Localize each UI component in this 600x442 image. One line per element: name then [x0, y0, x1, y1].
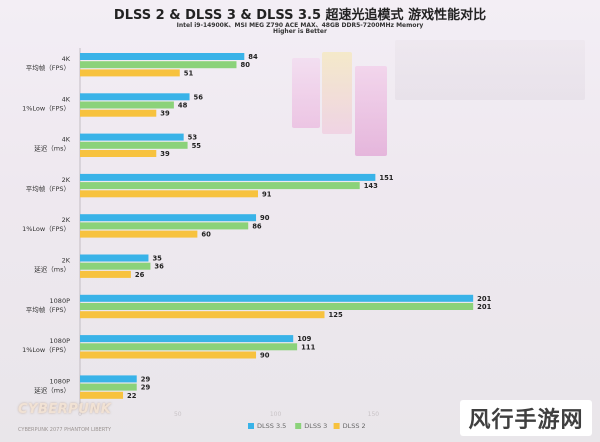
bar-value-label: 91 — [262, 190, 272, 198]
category-label-metric: 平均帧（FPS） — [26, 184, 70, 193]
bar-value-label: 125 — [329, 311, 343, 319]
bar-value-label: 80 — [240, 61, 250, 69]
chart-title: DLSS 2 & DLSS 3 & DLSS 3.5 超速光追模式 游戏性能对比 — [113, 8, 487, 23]
category-label-metric: 延迟（ms） — [34, 265, 70, 274]
bar — [80, 383, 137, 391]
bar — [80, 190, 258, 198]
bar-value-label: 84 — [248, 53, 258, 61]
legend-swatch — [248, 423, 254, 429]
background-poster — [322, 52, 352, 134]
x-tick-label: 0 — [78, 411, 82, 418]
bar — [80, 230, 198, 238]
bar-value-label: 86 — [252, 222, 262, 230]
x-tick-label: 150 — [368, 411, 380, 418]
bar-value-label: 22 — [127, 392, 137, 400]
bar-value-label: 35 — [152, 255, 162, 263]
bar-value-label: 29 — [141, 375, 151, 383]
chart-subtitle: Intel i9-14900K、MSI MEG Z790 ACE MAX、48G… — [176, 22, 424, 29]
legend-label: DLSS 3.5 — [257, 422, 286, 430]
bar-value-label: 26 — [135, 271, 145, 279]
legend-swatch — [333, 423, 340, 429]
bar — [80, 294, 474, 302]
bar — [80, 391, 124, 399]
chart-subtitle-note: Higher is Better — [273, 28, 327, 35]
legend-label: DLSS 2 — [343, 422, 366, 430]
bar — [80, 375, 137, 383]
bar-value-label: 36 — [154, 263, 164, 271]
bar — [80, 262, 151, 270]
bar — [80, 141, 188, 149]
bar-value-label: 53 — [188, 134, 198, 142]
category-label-group: 4K — [62, 55, 71, 63]
bar-value-label: 39 — [160, 110, 170, 118]
bar-value-label: 201 — [477, 295, 491, 303]
bar — [80, 109, 157, 117]
bar-value-label: 48 — [178, 102, 188, 110]
x-tick-label: 100 — [270, 411, 282, 418]
bar — [80, 343, 298, 351]
bar — [80, 214, 257, 222]
bar-value-label: 90 — [260, 214, 270, 222]
legend-swatch — [295, 423, 302, 429]
category-label-group: 1080P — [50, 377, 71, 385]
bar — [80, 311, 325, 319]
bar — [80, 222, 249, 230]
bar — [80, 53, 245, 60]
bar — [80, 351, 257, 359]
bar — [80, 61, 237, 69]
bar — [80, 270, 131, 278]
category-label-metric: 平均帧（FPS） — [26, 63, 70, 72]
category-label-metric: 延迟（ms） — [34, 144, 70, 153]
bar-value-label: 109 — [297, 335, 311, 343]
bar-value-label: 90 — [260, 352, 270, 360]
category-label-metric: 1%Low（FPS） — [22, 346, 70, 354]
category-label-group: 2K — [62, 176, 71, 184]
bar-value-label: 151 — [379, 174, 393, 182]
category-label-metric: 平均帧（FPS） — [26, 305, 70, 314]
category-label-metric: 1%Low（FPS） — [22, 225, 70, 233]
bar-value-label: 111 — [301, 343, 315, 351]
bar-value-label: 60 — [201, 231, 211, 239]
category-label-metric: 1%Low（FPS） — [22, 104, 70, 112]
bar — [80, 303, 474, 310]
category-label-group: 1080P — [50, 297, 71, 305]
bar — [80, 173, 376, 181]
category-label-group: 1080P — [50, 337, 71, 345]
category-label-group: 2K — [62, 216, 71, 224]
bar — [80, 335, 294, 343]
bar-value-label: 201 — [477, 303, 491, 311]
category-label-group: 2K — [62, 257, 71, 265]
watermark-text: 风行手游网 — [468, 408, 584, 433]
category-label-metric: 延迟（ms） — [34, 385, 70, 394]
legend-label: DLSS 3 — [304, 422, 327, 430]
game-logo-caption: CYBERPUNK 2077 PHANTOM LIBERTY — [18, 427, 112, 433]
bar — [80, 133, 184, 141]
category-label-group: 4K — [62, 136, 71, 144]
bar-value-label: 39 — [160, 150, 170, 158]
bar-value-label: 56 — [194, 93, 204, 101]
bar-value-label: 55 — [192, 142, 202, 150]
x-tick-label: 50 — [174, 411, 182, 418]
background-poster — [355, 66, 387, 156]
game-logo: CYBERPUNK — [18, 402, 112, 417]
bar-value-label: 51 — [184, 69, 194, 77]
bar — [80, 69, 180, 77]
bar — [80, 101, 174, 109]
bar-value-label: 143 — [364, 182, 378, 190]
bar — [80, 254, 149, 262]
background-ceiling — [395, 40, 585, 100]
bar — [80, 182, 360, 190]
category-label-group: 4K — [62, 95, 71, 103]
bar-value-label: 29 — [141, 384, 151, 392]
site-watermark: 风行手游网 — [460, 400, 592, 436]
background-poster — [292, 58, 320, 128]
bar — [80, 93, 190, 101]
bar — [80, 150, 157, 157]
